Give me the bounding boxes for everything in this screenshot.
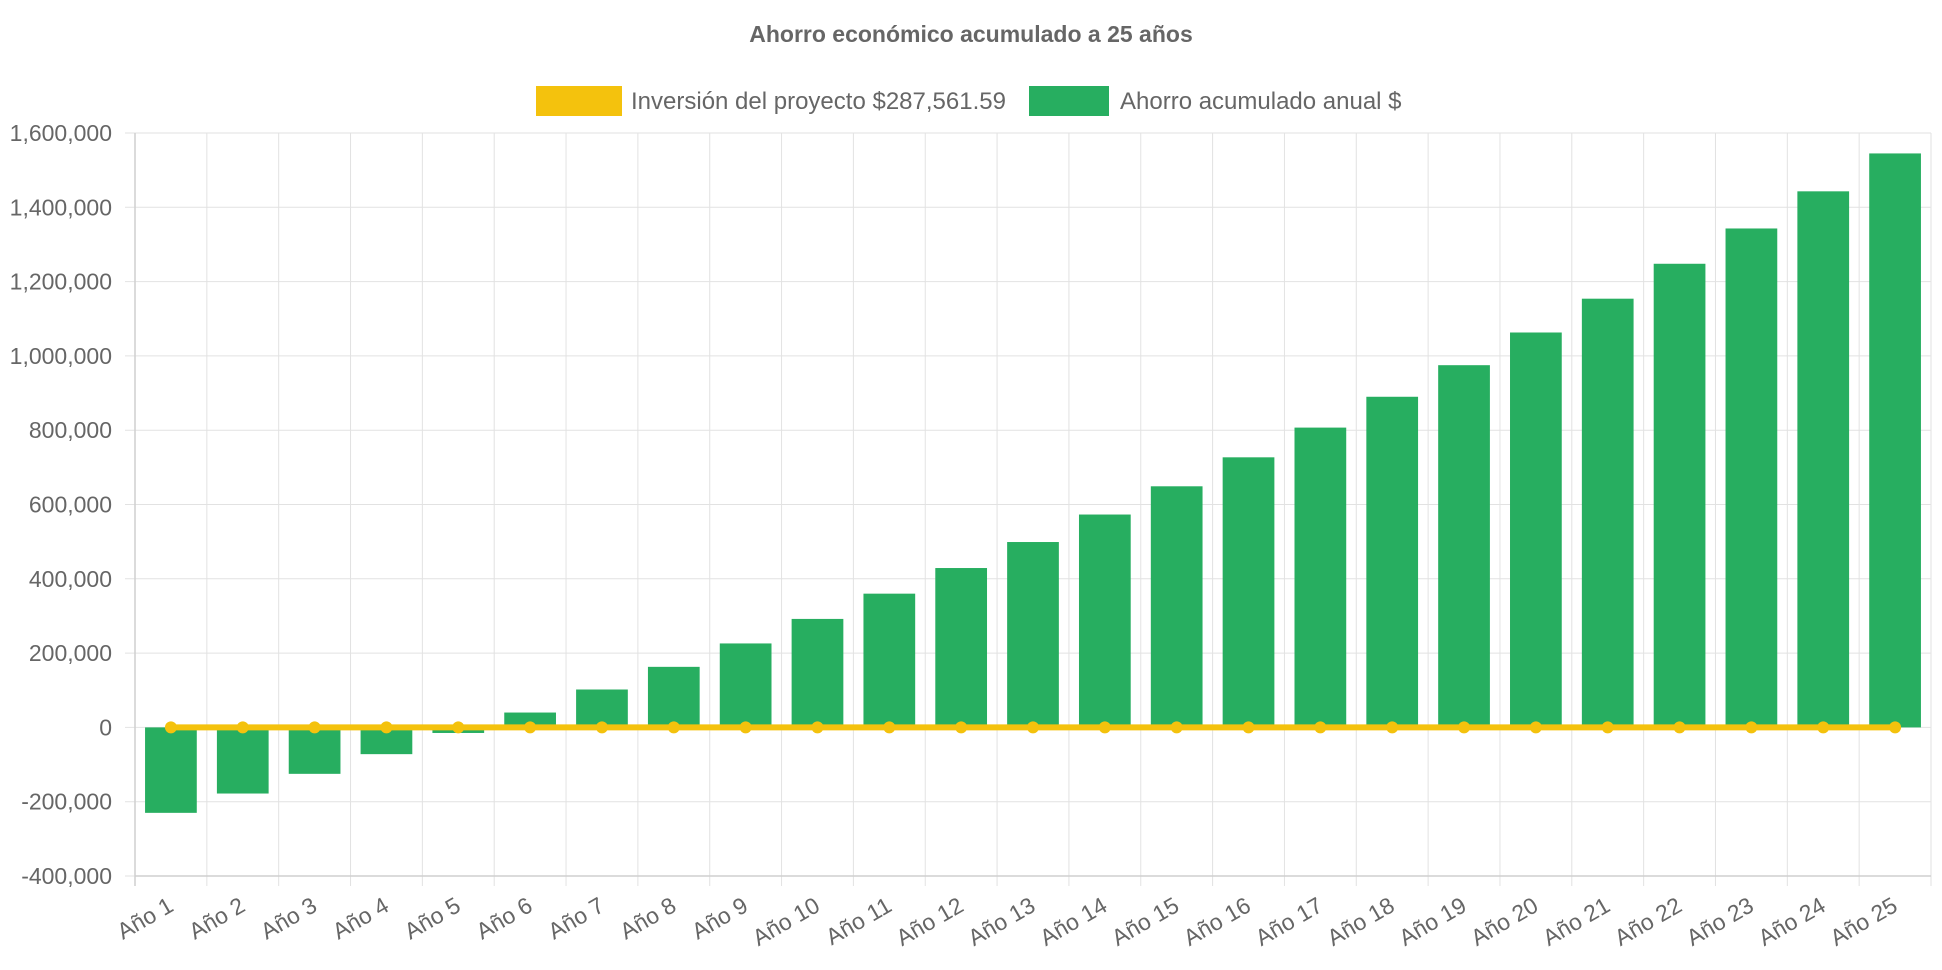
investment-point-4[interactable]: [380, 721, 393, 734]
bar-6[interactable]: [504, 712, 556, 728]
investment-point-14[interactable]: [1098, 721, 1111, 734]
investment-point-5[interactable]: [452, 721, 465, 734]
x-tick-label: Año 14: [1035, 892, 1111, 951]
x-tick-label: Año 17: [1251, 892, 1327, 951]
x-tick-label: Año 1: [112, 892, 177, 945]
investment-point-12[interactable]: [955, 721, 968, 734]
investment-point-13[interactable]: [1027, 721, 1039, 734]
grid: [125, 132, 1932, 886]
bar-21[interactable]: [1581, 298, 1634, 728]
y-tick-label: 200,000: [29, 640, 112, 666]
legend-item-savings[interactable]: Ahorro acumulado anual $: [1029, 86, 1402, 116]
x-tick-label: Año 15: [1107, 892, 1183, 951]
x-axis: Año 1 Año 2 Año 3 Año 4 Año 5 Año 6 Año 7 Año 8…: [112, 892, 1901, 951]
investment-point-8[interactable]: [667, 721, 680, 734]
investment-point-22[interactable]: [1673, 721, 1686, 734]
investment-point-23[interactable]: [1745, 721, 1758, 734]
x-tick-label: Año 6: [472, 892, 537, 945]
bar-25[interactable]: [1869, 153, 1921, 728]
bar-3[interactable]: [288, 727, 341, 774]
investment-point-20[interactable]: [1529, 721, 1542, 734]
x-tick-label: Año 24: [1754, 892, 1830, 951]
bar-22[interactable]: [1653, 263, 1706, 728]
investment-point-18[interactable]: [1386, 721, 1399, 734]
bar-9[interactable]: [719, 643, 772, 728]
investment-point-16[interactable]: [1242, 721, 1255, 734]
investment-point-15[interactable]: [1170, 721, 1183, 734]
bar-16[interactable]: [1222, 457, 1275, 728]
y-tick-label: -200,000: [21, 789, 112, 815]
bar-18[interactable]: [1366, 396, 1419, 728]
bar-10[interactable]: [791, 618, 844, 728]
legend-item-investment[interactable]: Inversión del proyecto $287,561.59: [536, 86, 1006, 116]
y-tick-label: 800,000: [29, 417, 112, 443]
x-tick-label: Año 10: [748, 892, 824, 951]
bar-17[interactable]: [1294, 427, 1347, 728]
bar-12[interactable]: [935, 568, 988, 728]
investment-point-6[interactable]: [524, 721, 537, 734]
investment-point-10[interactable]: [811, 721, 824, 734]
investment-point-21[interactable]: [1601, 721, 1614, 734]
chart-title: Ahorro económico acumulado a 25 años: [749, 21, 1193, 47]
legend[interactable]: Inversión del proyecto $287,561.59 Ahorr…: [536, 86, 1402, 116]
bar-23[interactable]: [1725, 228, 1778, 728]
investment-point-17[interactable]: [1314, 721, 1327, 734]
bar-2[interactable]: [216, 727, 269, 794]
bar-7[interactable]: [576, 689, 628, 728]
x-tick-label: Año 22: [1610, 892, 1686, 951]
x-tick-label: Año 23: [1682, 892, 1758, 951]
investment-point-19[interactable]: [1458, 721, 1471, 734]
investment-point-7[interactable]: [595, 721, 608, 734]
x-tick-label: Año 12: [892, 892, 968, 951]
investment-point-3[interactable]: [308, 721, 321, 734]
x-tick-label: Año 21: [1538, 892, 1614, 951]
x-tick-label: Año 8: [615, 892, 680, 945]
y-tick-label: 1,600,000: [10, 120, 112, 146]
x-tick-label: Año 4: [328, 892, 393, 945]
y-tick-label: 400,000: [29, 566, 112, 592]
investment-point-11[interactable]: [883, 721, 896, 734]
x-tick-label: Año 11: [821, 892, 896, 950]
legend-label-savings: Ahorro acumulado anual $: [1120, 88, 1402, 115]
bar-20[interactable]: [1510, 332, 1562, 728]
y-tick-label: -400,000: [21, 863, 112, 889]
legend-swatch-savings: [1029, 86, 1109, 116]
bar-13[interactable]: [1007, 542, 1059, 728]
x-tick-label: Año 25: [1825, 892, 1901, 951]
bar-15[interactable]: [1150, 486, 1203, 728]
legend-label-investment: Inversión del proyecto $287,561.59: [631, 88, 1006, 115]
investment-point-9[interactable]: [739, 721, 752, 734]
bar-1[interactable]: [145, 727, 197, 813]
bar-11[interactable]: [863, 593, 916, 728]
y-tick-label: 0: [99, 714, 112, 740]
x-tick-label: Año 5: [400, 892, 465, 945]
x-tick-label: Año 3: [256, 892, 321, 945]
y-tick-label: 1,400,000: [10, 194, 112, 220]
x-tick-label: Año 9: [687, 892, 752, 945]
x-tick-label: Año 19: [1394, 892, 1470, 951]
y-tick-label: 1,000,000: [10, 343, 112, 369]
x-tick-label: Año 13: [963, 892, 1039, 951]
legend-swatch-investment: [536, 86, 622, 116]
y-axis: -400,000 -200,000 0 200,000 400,000 600,000 80…: [10, 120, 112, 889]
x-tick-label: Año 2: [184, 892, 249, 945]
bar-series-savings: [145, 153, 1921, 813]
bar-24[interactable]: [1797, 191, 1850, 728]
bar-8[interactable]: [647, 666, 700, 728]
x-tick-label: Año 16: [1179, 892, 1255, 951]
investment-point-24[interactable]: [1817, 721, 1830, 734]
investment-point-1[interactable]: [164, 721, 177, 734]
x-tick-label: Año 20: [1466, 892, 1542, 951]
bar-14[interactable]: [1078, 514, 1131, 728]
x-tick-label: Año 18: [1323, 892, 1399, 951]
x-tick-label: Año 7: [543, 892, 608, 945]
investment-point-25[interactable]: [1889, 721, 1902, 734]
bar-19[interactable]: [1438, 365, 1490, 728]
y-tick-label: 1,200,000: [10, 269, 112, 295]
line-series-investment: [164, 721, 1902, 734]
y-tick-label: 600,000: [29, 492, 112, 518]
investment-point-2[interactable]: [236, 721, 249, 734]
